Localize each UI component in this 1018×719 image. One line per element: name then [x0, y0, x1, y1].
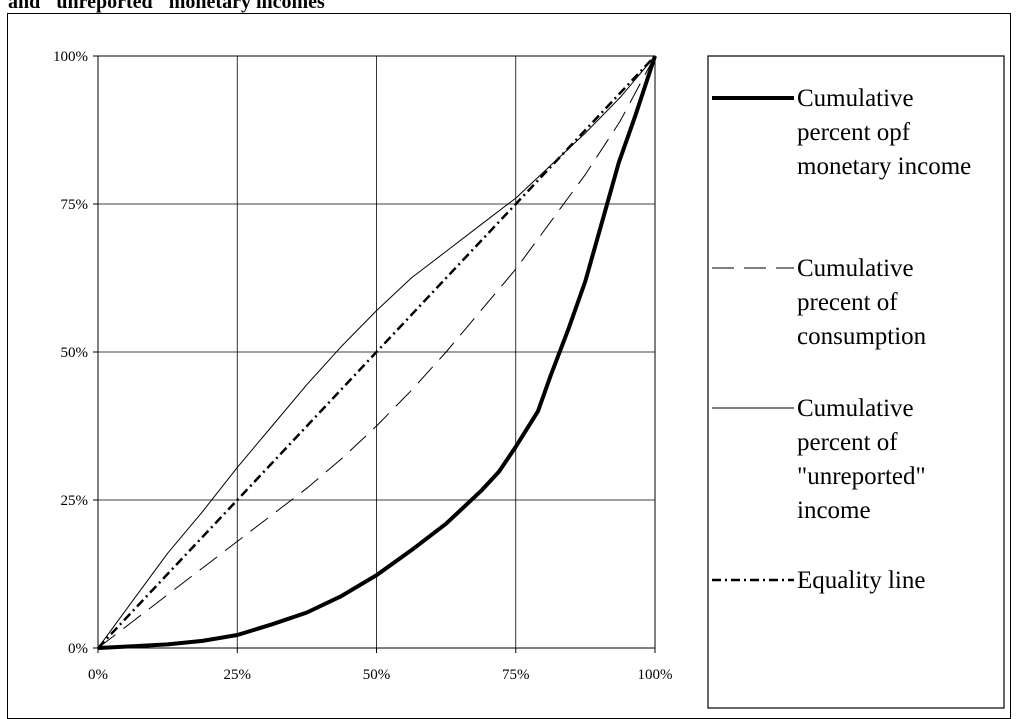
legend-label-line: precent of	[797, 289, 898, 316]
legend-label-line: percent opf	[797, 119, 911, 146]
series-line-2	[97, 55, 656, 649]
legend-label-line: percent of	[797, 429, 898, 456]
legend: Cumulative percent opf monetary incomeCumu…	[707, 55, 1005, 709]
legend-label-3: Cumulative percent of "unreported" income	[797, 395, 926, 524]
legend-box	[707, 55, 1005, 709]
x-tick-label: 100%	[638, 667, 673, 683]
chart-title: and "unreported" monetary incomes	[8, 0, 325, 13]
x-tick-label: 50%	[363, 667, 391, 683]
y-tick-label: 50%	[61, 345, 89, 361]
axis-ticks: 0% 25% 50% 75% 100% 0% 25% 50% 75% 100%	[53, 49, 673, 683]
legend-label-line: income	[797, 497, 871, 524]
x-tick-label: 0%	[88, 667, 108, 683]
legend-label-line: "unreported"	[797, 463, 926, 490]
legend-label-line: Cumulative	[797, 85, 914, 112]
y-tick-label: 75%	[61, 197, 89, 213]
legend-label-line: monetary income	[797, 153, 971, 180]
series-line-3	[97, 55, 656, 649]
series-layer	[97, 55, 657, 650]
legend-label-line: Cumulative	[797, 255, 914, 282]
series-line-4	[97, 55, 656, 649]
legend-label-line: Cumulative	[797, 395, 914, 422]
y-tick-label: 25%	[61, 493, 89, 509]
legend-label-4: Equality line	[797, 567, 925, 594]
x-tick-label: 75%	[502, 667, 530, 683]
y-tick-label: 0%	[68, 641, 88, 657]
legend-label-line: Equality line	[797, 567, 925, 594]
legend-label-1: Cumulative percent opf monetary income	[797, 85, 971, 180]
legend-label-line: consumption	[797, 323, 927, 350]
legend-label-2: Cumulative precent of consumption	[797, 255, 927, 350]
series-line-1	[97, 55, 657, 650]
y-tick-label: 100%	[53, 49, 88, 65]
x-tick-label: 25%	[224, 667, 252, 683]
